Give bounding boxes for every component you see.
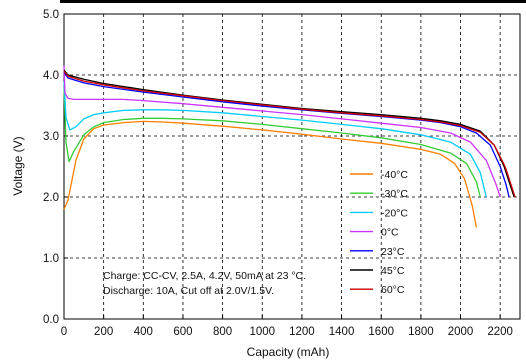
x-tick-label: 1200 xyxy=(289,326,315,338)
x-tick-label: 400 xyxy=(134,326,153,338)
x-tick-label: 1800 xyxy=(408,326,434,338)
x-tick-label: 0 xyxy=(61,326,67,338)
x-tick-label: 1400 xyxy=(329,326,355,338)
x-tick-label: 1600 xyxy=(368,326,394,338)
legend-label-1: -30°C xyxy=(381,188,408,200)
header-rule xyxy=(60,0,526,3)
y-tick-label: 4.0 xyxy=(43,70,59,82)
y-tick-label: 2.0 xyxy=(43,192,59,204)
legend-label-0: -40°C xyxy=(381,169,408,181)
y-tick-label: 3.0 xyxy=(43,131,59,143)
x-tick-label: 200 xyxy=(94,326,113,338)
y-tick-label: 5.0 xyxy=(43,9,59,21)
legend-label-4: 23°C xyxy=(381,246,405,258)
x-axis-title: Capacity (mAh) xyxy=(247,345,330,359)
x-tick-label: 2000 xyxy=(448,326,474,338)
series-lines xyxy=(63,65,516,228)
series-line-0 xyxy=(63,120,478,228)
legend-label-5: 45°C xyxy=(381,265,405,277)
x-tick-label: 2200 xyxy=(487,326,513,338)
plot-frame xyxy=(63,13,521,320)
series-line-2 xyxy=(63,81,487,198)
y-tick-label: 0.0 xyxy=(43,314,59,326)
legend-label-2: -20°C xyxy=(381,207,408,219)
series-line-3 xyxy=(63,65,501,198)
series-line-1 xyxy=(63,87,481,198)
x-tick-label: 600 xyxy=(173,326,192,338)
legend: -40°C -30°C -20°C 0°C 23°C 45°C 60°C xyxy=(350,169,408,296)
x-tick-label: 800 xyxy=(213,326,232,338)
grid-lines xyxy=(64,14,520,319)
y-tick-label: 1.0 xyxy=(43,253,59,265)
annotation-discharge: Discharge: 10A, Cut off at 2.0V/1.5V. xyxy=(103,285,274,297)
series-line-6 xyxy=(63,70,516,198)
x-tick-label: 1000 xyxy=(249,326,275,338)
legend-label-6: 60°C xyxy=(381,284,405,296)
annotation-charge: Charge: CC-CV, 2.5A, 4.2V, 50mA at 23 °C… xyxy=(103,270,306,282)
axis-ticks: 0 200 400 600 800 1000 1200 1400 1600 1800 2000 220… xyxy=(43,9,513,338)
legend-label-3: 0°C xyxy=(381,227,399,239)
y-axis-title: Voltage (V) xyxy=(11,136,25,195)
